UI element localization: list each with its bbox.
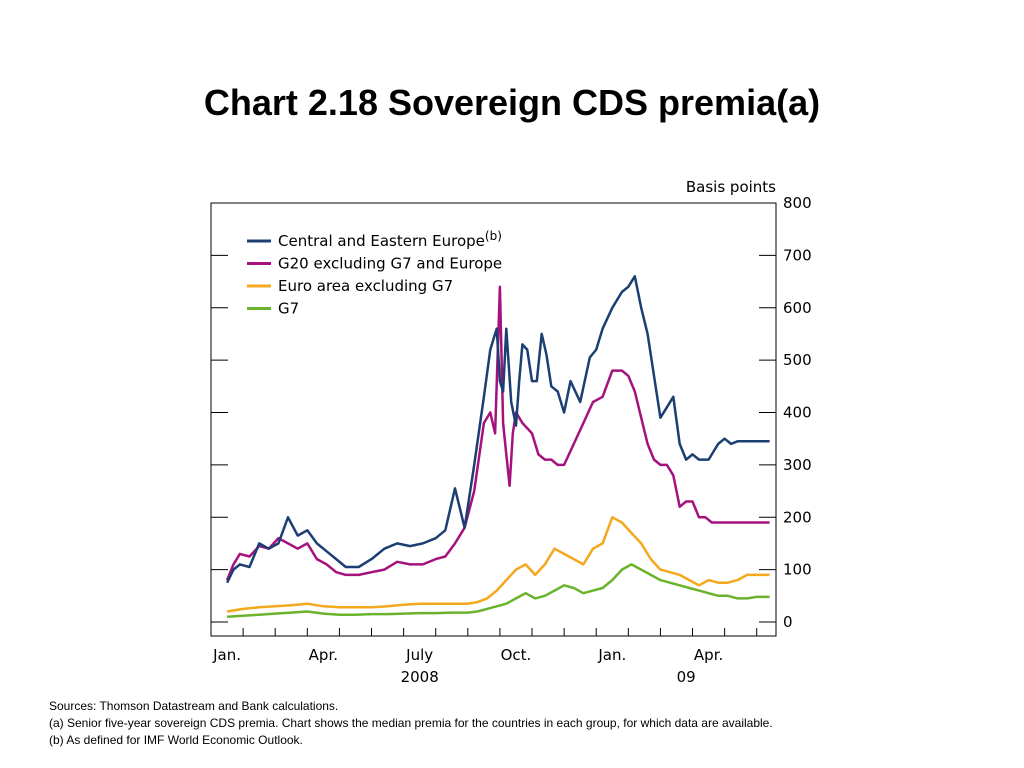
legend-label: Euro area excluding G7 — [278, 277, 453, 295]
footnote-b: (b) As defined for IMF World Economic Ou… — [49, 733, 303, 747]
footnotes: Sources: Thomson Datastream and Bank cal… — [49, 698, 773, 749]
series-line-euro-area-excluding-g7 — [226, 516, 770, 613]
y-tick-label: 100 — [783, 561, 812, 579]
y-tick-label: 200 — [783, 508, 812, 526]
y-tick-label: 0 — [783, 613, 793, 631]
sources-note: Sources: Thomson Datastream and Bank cal… — [49, 699, 339, 713]
y-axis: 0 100 200 300 400 500 600 700 800 — [211, 194, 812, 631]
series-line-central-and-eastern-europe — [225, 275, 770, 584]
x-year-label: 2008 — [401, 668, 439, 686]
y-tick-label: 300 — [783, 456, 812, 474]
x-tick-label: Apr. — [694, 646, 723, 664]
x-tick-label: Oct. — [501, 646, 532, 664]
legend-label: G20 excluding G7 and Europe — [278, 255, 502, 273]
y-tick-label: 400 — [783, 404, 812, 422]
y-tick-label: 600 — [783, 299, 812, 317]
y-tick-label: 700 — [783, 246, 812, 264]
legend: Central and Eastern Europe(b) G20 excludi… — [247, 229, 502, 318]
y-axis-unit-label: Basis points — [686, 178, 776, 196]
x-tick-label: July — [405, 646, 433, 664]
x-tick-label: Apr. — [309, 646, 338, 664]
legend-label: Central and Eastern Europe(b) — [278, 229, 502, 250]
x-tick-label: Jan. — [212, 646, 241, 664]
plot-frame — [210, 202, 777, 637]
x-axis: Jan. Apr. July Oct. Jan. Apr. 2008 09 — [212, 628, 758, 686]
y-tick-label: 800 — [783, 194, 812, 212]
x-tick-label: Jan. — [597, 646, 626, 664]
x-year-label: 09 — [677, 668, 696, 686]
footnote-a: (a) Senior five-year sovereign CDS premi… — [49, 716, 773, 730]
legend-superscript: (b) — [485, 229, 502, 243]
series-line-g20-excluding-g7-and-europe — [225, 285, 770, 581]
series-line-g7 — [227, 563, 770, 619]
page-title: Chart 2.18 Sovereign CDS premia(a) — [203, 82, 821, 123]
legend-label: G7 — [278, 300, 299, 318]
series-layer — [225, 275, 770, 619]
y-tick-label: 500 — [783, 351, 812, 369]
